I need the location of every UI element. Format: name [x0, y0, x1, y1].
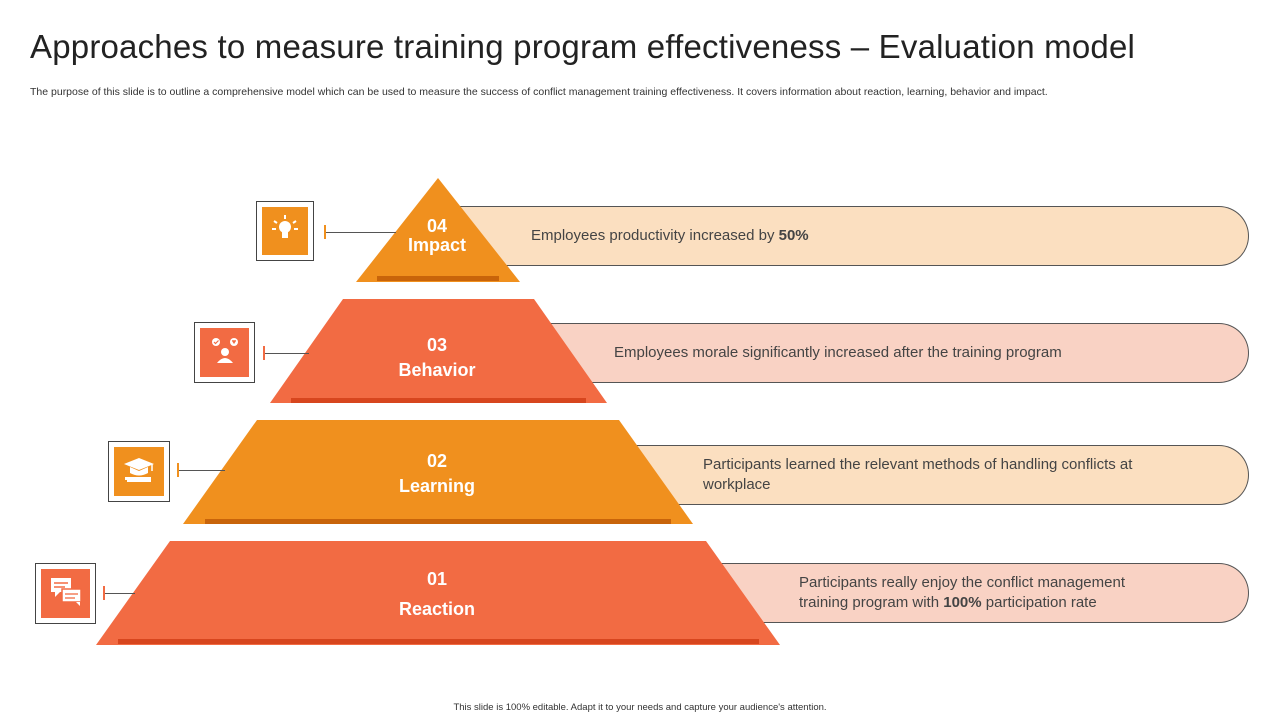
level-04-connector	[326, 232, 396, 233]
chat-bubbles-icon	[48, 574, 84, 613]
footer-note: This slide is 100% editable. Adapt it to…	[453, 702, 827, 713]
lightbulb-icon	[268, 212, 302, 251]
level-01-connector	[105, 593, 135, 594]
level-04-description: Employees productivity increased by 50%	[531, 227, 809, 244]
level-03-description-pill: Employees morale significantly increased…	[540, 323, 1249, 383]
level-03-connector-tick	[263, 346, 265, 360]
level-01-number: 01	[426, 569, 448, 589]
level-03-number: 03	[426, 335, 448, 355]
level-02-description: Participants learned the relevant method…	[703, 456, 1133, 493]
level-03-connector	[265, 353, 309, 354]
level-01-description-pill: Participants really enjoy the conflict m…	[710, 563, 1249, 623]
level-01-connector-tick	[103, 586, 105, 600]
pyramid-tier-03	[270, 299, 607, 403]
level-01-icon-box	[35, 563, 96, 624]
pyramid-tier-02	[183, 420, 693, 524]
level-04-name: Impact	[407, 235, 467, 255]
level-04-number: 04	[426, 216, 448, 236]
level-03-name: Behavior	[398, 360, 476, 380]
pyramid-tier-01	[96, 541, 780, 645]
pyramid-tier-04	[356, 178, 520, 282]
level-04-icon-box	[256, 201, 314, 261]
level-03-icon-box	[194, 322, 255, 383]
pyramid-tier-02-base	[205, 519, 671, 524]
happy-person-icon	[208, 333, 242, 372]
level-02-description-pill: Participants learned the relevant method…	[630, 445, 1249, 505]
page-title: Approaches to measure training program e…	[30, 28, 1136, 65]
level-02-icon-box	[108, 441, 170, 502]
level-01-name: Reaction	[398, 599, 476, 619]
level-02-connector	[179, 470, 225, 471]
level-02-name: Learning	[398, 476, 475, 496]
pyramid-tier-03-base	[291, 398, 586, 403]
page-subtitle: The purpose of this slide is to outline …	[30, 86, 1048, 98]
level-03-description: Employees morale significantly increased…	[614, 344, 1062, 361]
pyramid-tier-01-base	[118, 639, 759, 644]
level-04-connector-tick	[324, 225, 326, 239]
level-02-connector-tick	[177, 463, 179, 477]
graduation-cap-icon	[121, 452, 157, 491]
level-02-number: 02	[426, 451, 448, 471]
level-01-description: Participants really enjoy the conflict m…	[799, 574, 1126, 611]
pyramid-tier-04-base	[377, 276, 499, 281]
level-04-description-pill: Employees productivity increased by 50%	[440, 206, 1249, 266]
